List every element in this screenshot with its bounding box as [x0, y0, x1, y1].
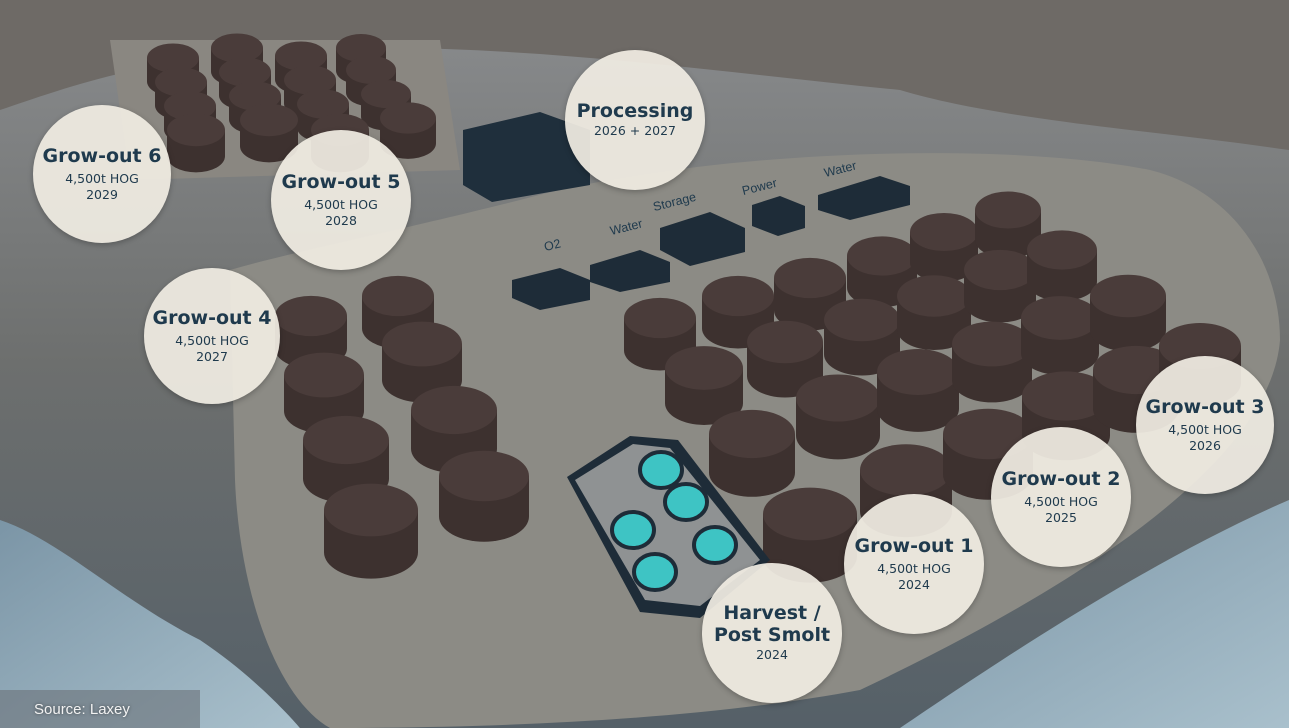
- phase-year: 2025: [1045, 509, 1077, 525]
- processing-building: [463, 112, 590, 202]
- phase-badge-grow-out-6: Grow-out 6 4,500t HOG 2029: [33, 105, 171, 243]
- fish-tank: [964, 249, 1036, 323]
- phase-title: Grow-out 4: [152, 306, 272, 329]
- smolt-pool: [638, 450, 684, 490]
- fish-tank: [910, 212, 978, 282]
- phase-badge-grow-out-5: Grow-out 5 4,500t HOG 2028: [271, 130, 411, 270]
- tank-group: [147, 33, 1241, 583]
- phase-title: Grow-out 1: [854, 534, 974, 557]
- phase-title: Harvest / Post Smolt: [713, 602, 831, 647]
- source-credit: Source: Laxey: [34, 701, 130, 718]
- phase-capacity: 4,500t HOG: [65, 171, 139, 187]
- fish-tank: [380, 102, 437, 159]
- fish-tank: [1027, 230, 1097, 302]
- phase-badge-grow-out-1: Grow-out 1 4,500t HOG 2024: [844, 494, 984, 634]
- power-building: [752, 196, 805, 236]
- fish-tank: [665, 346, 743, 425]
- fish-tank: [747, 320, 823, 398]
- phase-year: 2027: [196, 348, 228, 364]
- phase-title: Grow-out 2: [1001, 467, 1121, 490]
- phase-year: 2028: [325, 212, 357, 228]
- o2-building: [512, 268, 590, 310]
- phase-badge-processing: Processing 2026 + 2027: [565, 50, 705, 190]
- fish-tank: [167, 113, 225, 173]
- fish-tank: [709, 409, 795, 497]
- water-building-2: [818, 176, 910, 220]
- phase-title: Processing: [576, 100, 694, 123]
- buildings: [463, 112, 910, 618]
- phase-capacity: 4,500t HOG: [175, 333, 249, 349]
- phase-capacity: 4,500t HOG: [304, 197, 378, 213]
- fish-tank: [877, 349, 959, 432]
- phase-year: 2024: [898, 576, 930, 592]
- fish-tank: [439, 450, 529, 542]
- water-building-1: [590, 250, 670, 292]
- phase-title: Grow-out 3: [1145, 395, 1265, 418]
- fish-tank: [796, 374, 880, 460]
- storage-building: [660, 212, 745, 266]
- phase-capacity: 4,500t HOG: [877, 561, 951, 577]
- fish-tank: [1090, 274, 1166, 352]
- fish-tank: [240, 103, 298, 163]
- phase-title: Grow-out 5: [281, 170, 401, 193]
- fish-tank: [975, 191, 1041, 259]
- smolt-pool: [663, 482, 709, 522]
- rocky-hills: [0, 0, 1289, 150]
- fish-tank: [1021, 296, 1099, 375]
- fish-tank: [824, 298, 900, 376]
- phase-badge-grow-out-4: Grow-out 4 4,500t HOG 2027: [144, 268, 280, 404]
- smolt-pools: [610, 450, 738, 592]
- sea-right: [900, 500, 1289, 728]
- smolt-pool: [610, 510, 656, 550]
- smolt-building-roof: [575, 444, 760, 606]
- phase-year: 2026: [1189, 437, 1221, 453]
- phase-year: 2024: [756, 647, 788, 663]
- phase-title: Grow-out 6: [42, 144, 162, 167]
- smolt-pool: [632, 552, 678, 592]
- fish-tank: [952, 321, 1032, 403]
- phase-year: 2026 + 2027: [593, 123, 677, 139]
- phase-badge-harvest-post-smolt: Harvest / Post Smolt 2024: [702, 563, 842, 703]
- source-strip: [0, 690, 200, 728]
- phase-capacity: 4,500t HOG: [1024, 494, 1098, 510]
- phase-capacity: 4,500t HOG: [1168, 422, 1242, 438]
- phase-year: 2029: [86, 186, 118, 202]
- fish-tank: [897, 275, 971, 351]
- phase-badge-grow-out-3: Grow-out 3 4,500t HOG 2026: [1136, 356, 1274, 494]
- fish-tank: [324, 483, 418, 579]
- sea-left: [0, 520, 300, 728]
- smolt-pool: [692, 525, 738, 565]
- phase-badge-grow-out-2: Grow-out 2 4,500t HOG 2025: [991, 427, 1131, 567]
